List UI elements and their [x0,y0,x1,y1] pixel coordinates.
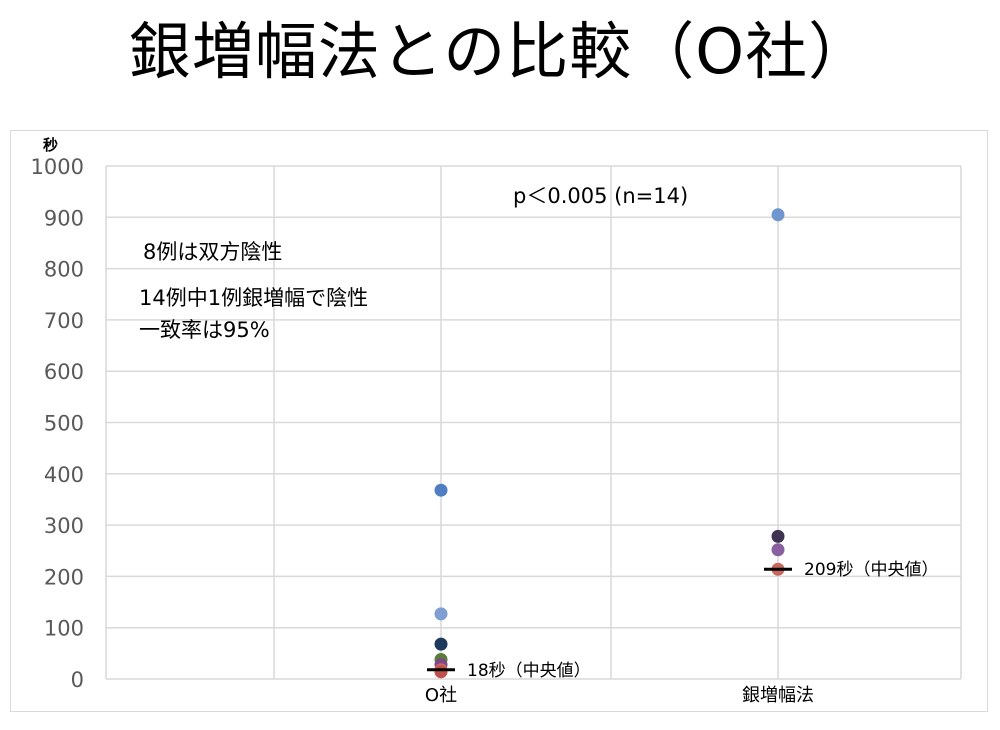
y-tick-label: 800 [44,258,84,282]
y-tick-label: 1000 [31,155,84,179]
y-tick-label: 700 [44,309,84,333]
annotation-silver-negative: 14例中1例銀増幅で陰性 [139,286,369,310]
y-tick-label: 0 [71,668,84,692]
median-label: 18秒（中央値） [467,661,591,681]
data-point [771,543,785,557]
data-point [434,483,448,497]
chart-area: 0 100 200 300 400 500 600 700 800 900 1000 秒 O社 銀増幅法 1… [10,130,988,712]
data-point [434,665,448,679]
x-tick-label: O社 [425,685,457,706]
data-point [434,607,448,621]
y-tick-label: 100 [44,617,84,641]
annotation-both-negative: 8例は双方陰性 [143,240,283,264]
data-point [771,529,785,543]
y-axis-title: 秒 [43,136,58,154]
y-tick-label: 200 [44,565,84,589]
y-tick-label: 900 [44,206,84,230]
median-label: 209秒（中央値） [804,560,938,580]
data-point [434,637,448,651]
y-tick-label: 500 [44,412,84,436]
y-tick-label: 600 [44,360,84,384]
p-value-annotation: p＜0.005 (n=14) [513,184,689,208]
y-tick-label: 300 [44,514,84,538]
annotation-agreement-rate: 一致率は95% [139,318,270,342]
y-tick-label: 400 [44,463,84,487]
slide-title: 銀増幅法との比較（O社） [128,15,872,88]
x-tick-label: 銀増幅法 [742,685,814,706]
data-point [771,208,785,222]
